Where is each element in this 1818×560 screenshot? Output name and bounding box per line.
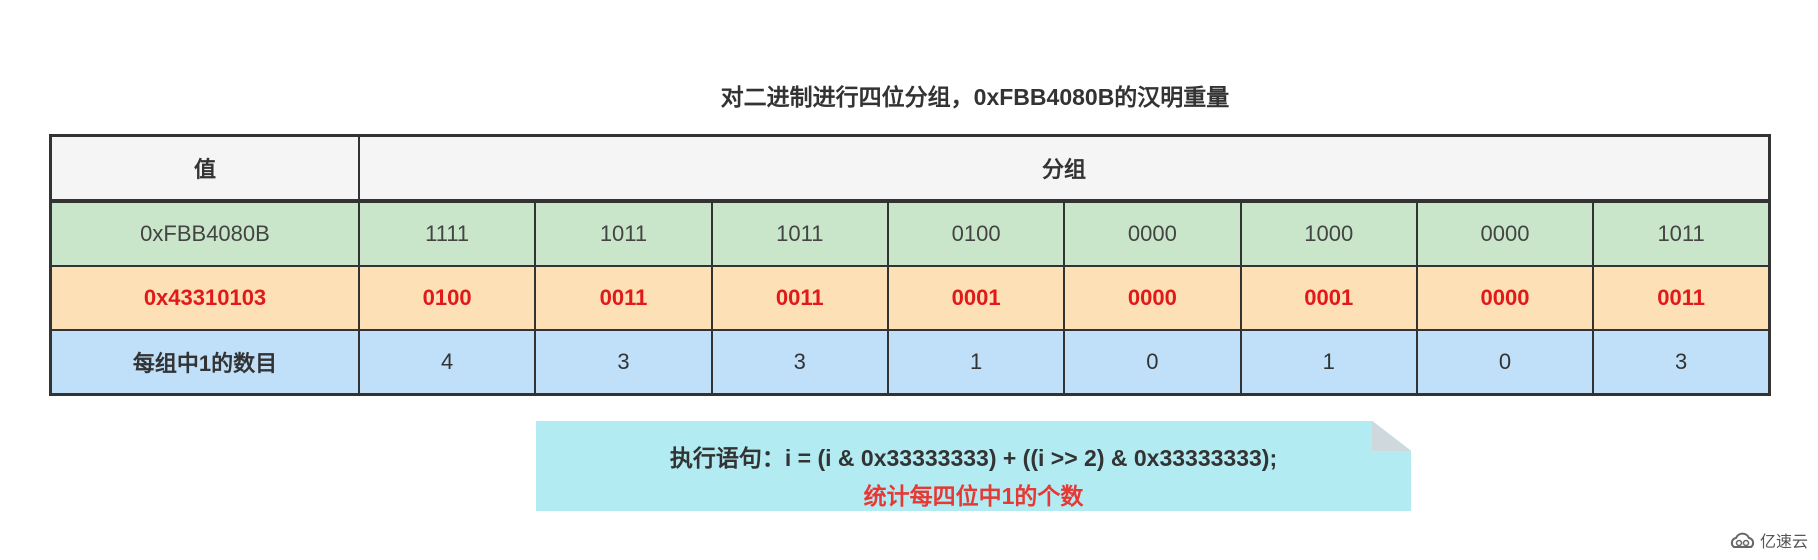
- table-row: 每组中1的数目 4 3 3 1 0 1 0 3: [49, 329, 1771, 396]
- cell: 4: [357, 329, 537, 396]
- cell: 0000: [1415, 200, 1595, 267]
- header-value: 值: [49, 134, 360, 203]
- cell: 0001: [1239, 265, 1418, 331]
- table-row: 0xFBB4080B 1111 1011 1011 0100 0000 1000…: [49, 200, 1771, 267]
- watermark-text: 亿速云: [1759, 534, 1808, 551]
- row-label: 0xFBB4080B: [49, 200, 360, 267]
- cell: 0: [1063, 329, 1242, 396]
- row-label: 每组中1的数目: [49, 329, 360, 396]
- cell: 1000: [1239, 200, 1418, 267]
- cell: 0000: [1415, 265, 1595, 331]
- table-row: 0x43310103 0100 0011 0011 0001 0000 0001…: [49, 265, 1771, 331]
- header-row: 值 分组: [49, 134, 1771, 203]
- watermark: 亿速云: [1730, 528, 1808, 552]
- cloud-logo-icon: [1730, 532, 1755, 548]
- cell: 0: [1415, 329, 1595, 396]
- cell: 0011: [1592, 265, 1771, 331]
- cell: 1011: [534, 200, 713, 267]
- cell: 0011: [710, 265, 889, 331]
- cell: 1011: [1592, 200, 1771, 267]
- cell: 3: [534, 329, 713, 396]
- cell: 1011: [710, 200, 889, 267]
- grouping-table: 值 分组 0xFBB4080B 1111 1011 1011 0100 0000…: [49, 134, 1771, 396]
- cell: 0000: [1063, 265, 1242, 331]
- cell: 3: [710, 329, 889, 396]
- cell: 3: [1592, 329, 1771, 396]
- cell: 0011: [534, 265, 713, 331]
- cell: 0100: [886, 200, 1066, 267]
- note-statement: 执行语句：i = (i & 0x33333333) + ((i >> 2) & …: [669, 445, 1278, 471]
- cell: 0000: [1063, 200, 1242, 267]
- cell: 0100: [357, 265, 537, 331]
- row-label: 0x43310103: [49, 265, 360, 331]
- cell: 1: [886, 329, 1066, 396]
- cell: 1: [1239, 329, 1418, 396]
- cell: 1111: [357, 200, 537, 267]
- diagram-title: 对二进制进行四位分组，0xFBB4080B的汉明重量: [720, 84, 1230, 110]
- note-box: 执行语句：i = (i & 0x33333333) + ((i >> 2) & …: [536, 421, 1411, 511]
- cell: 0001: [886, 265, 1066, 331]
- header-groups: 分组: [358, 134, 1771, 203]
- note-explanation: 统计每四位中1的个数: [863, 483, 1084, 509]
